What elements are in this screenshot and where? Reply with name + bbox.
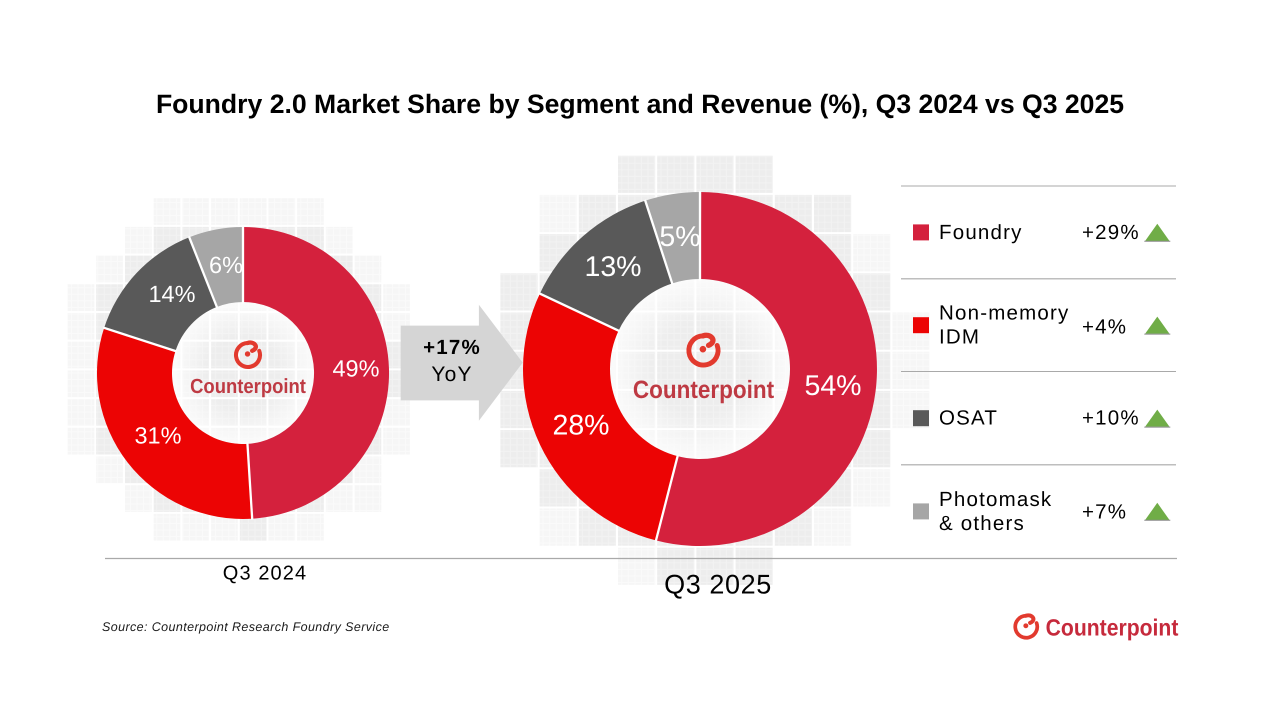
svg-text:OSAT: OSAT [939, 407, 998, 430]
svg-text:IDM: IDM [939, 326, 980, 349]
svg-text:+29%: +29% [1082, 221, 1140, 244]
svg-text:28%: 28% [552, 410, 609, 442]
svg-text:Counterpoint: Counterpoint [190, 375, 306, 398]
svg-text:Counterpoint: Counterpoint [1046, 615, 1179, 641]
svg-text:& others: & others [939, 512, 1025, 535]
svg-text:+7%: +7% [1082, 501, 1127, 524]
svg-text:Q3 2024: Q3 2024 [223, 563, 307, 585]
svg-text:5%: 5% [659, 221, 700, 253]
svg-text:Q3 2025: Q3 2025 [664, 570, 772, 600]
svg-text:Counterpoint: Counterpoint [633, 376, 775, 404]
svg-text:31%: 31% [134, 423, 181, 449]
svg-text:+10%: +10% [1082, 407, 1140, 430]
svg-text:YoY: YoY [431, 363, 472, 386]
svg-text:Photomask: Photomask [939, 488, 1052, 511]
svg-text:49%: 49% [332, 356, 379, 382]
svg-text:6%: 6% [209, 252, 243, 278]
svg-text:+4%: +4% [1082, 316, 1127, 339]
svg-text:Non-memory: Non-memory [939, 302, 1069, 325]
svg-text:Foundry: Foundry [939, 221, 1023, 244]
svg-text:14%: 14% [148, 281, 195, 307]
svg-text:13%: 13% [584, 251, 641, 283]
svg-text:+17%: +17% [423, 336, 481, 359]
svg-text:Source: Counterpoint Research: Source: Counterpoint Research Foundry Se… [102, 620, 390, 634]
svg-text:54%: 54% [804, 370, 861, 402]
